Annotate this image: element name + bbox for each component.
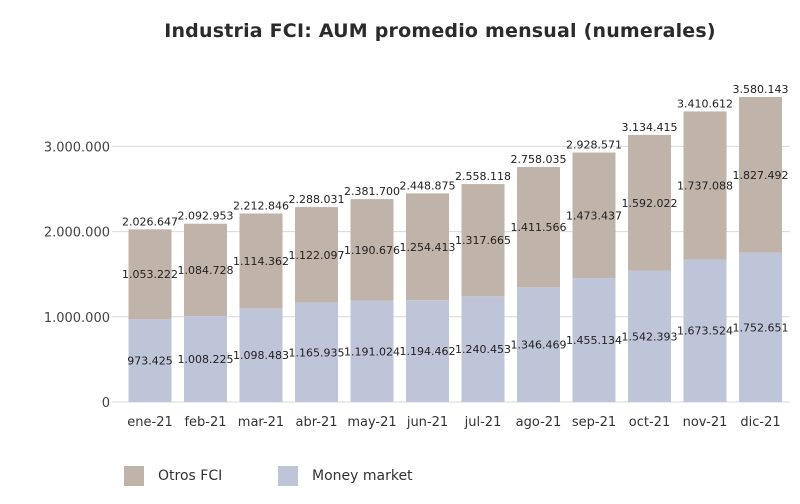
bar-otros-fci — [461, 184, 505, 297]
bar-money-market — [461, 296, 505, 402]
x-tick-label: nov-21 — [683, 415, 728, 430]
chart-title: Industria FCI: AUM promedio mensual (num… — [164, 20, 716, 42]
bar-money-market — [683, 259, 727, 402]
data-label-money-market: 1.752.651 — [733, 321, 789, 334]
data-label-otros-fci: 1.122.097 — [289, 249, 345, 262]
bar-otros-fci — [517, 167, 560, 288]
bar-otros-fci — [350, 199, 394, 301]
data-label-total: 2.758.035 — [511, 153, 567, 166]
y-tick-label: 2.000.000 — [44, 226, 110, 241]
data-label-money-market: 1.240.453 — [455, 343, 511, 356]
data-label-money-market: 1.542.393 — [622, 330, 678, 343]
data-label-otros-fci: 1.190.676 — [344, 244, 400, 257]
data-label-money-market: 973.425 — [127, 355, 173, 368]
data-label-otros-fci: 1.053.222 — [122, 268, 178, 281]
legend-swatch-otros — [124, 466, 144, 486]
x-tick-label: mar-21 — [238, 415, 284, 430]
x-tick-label: abr-21 — [296, 415, 338, 430]
x-tick-label: jul-21 — [464, 415, 502, 430]
bar-money-market — [295, 302, 338, 402]
x-tick-label: feb-21 — [184, 415, 226, 430]
legend-swatch-money-market — [278, 466, 298, 486]
data-label-money-market: 1.673.524 — [677, 325, 733, 338]
bar-money-market — [628, 270, 671, 402]
data-label-money-market: 1.191.024 — [344, 345, 400, 358]
bar-money-market — [739, 252, 782, 402]
bar-money-market — [350, 300, 394, 402]
data-label-otros-fci: 1.084.728 — [178, 264, 234, 277]
data-label-otros-fci: 1.473.437 — [566, 209, 622, 222]
data-label-total: 3.580.143 — [733, 83, 789, 96]
legend-label-otros: Otros FCI — [158, 468, 223, 484]
data-label-total: 2.381.700 — [344, 185, 400, 198]
data-label-otros-fci: 1.114.362 — [233, 255, 289, 268]
bar-otros-fci — [572, 152, 616, 279]
bar-otros-fci — [628, 134, 671, 271]
data-label-total: 3.134.415 — [622, 121, 678, 134]
bar-money-market — [239, 308, 283, 402]
data-label-total: 2.928.571 — [566, 139, 622, 152]
x-tick-label: sep-21 — [572, 415, 616, 430]
bar-otros-fci — [739, 97, 782, 253]
data-label-otros-fci: 1.411.566 — [511, 221, 567, 234]
data-label-total: 2.288.031 — [289, 193, 345, 206]
data-label-money-market: 1.008.225 — [178, 353, 234, 366]
x-tick-label: ago-21 — [516, 415, 562, 430]
bar-money-market — [406, 300, 449, 402]
x-tick-label: may-21 — [347, 415, 396, 430]
data-label-money-market: 1.098.483 — [233, 349, 289, 362]
x-tick-label: dic-21 — [740, 415, 780, 430]
y-tick-label: 0 — [102, 396, 110, 411]
bar-otros-fci — [295, 207, 338, 303]
bar-money-market — [517, 287, 560, 402]
legend-item-money-market: Money market — [278, 466, 413, 486]
x-tick-label: oct-21 — [629, 415, 670, 430]
bar-money-market — [184, 316, 227, 402]
data-label-otros-fci: 1.592.022 — [622, 197, 678, 210]
bar-otros-fci — [239, 213, 283, 309]
data-label-total: 2.026.647 — [122, 215, 178, 228]
x-tick-label: jun-21 — [406, 415, 448, 430]
y-tick-label: 3.000.000 — [44, 140, 110, 155]
x-tick-label: ene-21 — [127, 415, 172, 430]
data-label-otros-fci: 1.254.413 — [400, 241, 456, 254]
data-label-otros-fci: 1.317.665 — [455, 234, 511, 247]
data-label-total: 2.558.118 — [455, 170, 511, 183]
data-label-money-market: 1.455.134 — [566, 334, 622, 347]
data-label-total: 2.212.846 — [233, 199, 289, 212]
y-tick-label: 1.000.000 — [44, 311, 110, 326]
data-label-money-market: 1.346.469 — [511, 339, 567, 352]
data-label-money-market: 1.165.935 — [289, 346, 345, 359]
bar-otros-fci — [184, 223, 227, 317]
bar-otros-fci — [128, 229, 172, 320]
data-label-total: 2.448.875 — [400, 179, 456, 192]
data-label-money-market: 1.194.462 — [400, 345, 456, 358]
bar-otros-fci — [406, 193, 449, 301]
data-label-otros-fci: 1.827.492 — [733, 169, 789, 182]
data-label-total: 2.092.953 — [178, 210, 234, 223]
bar-money-market — [128, 319, 172, 402]
legend-item-otros: Otros FCI — [124, 466, 222, 486]
bar-money-market — [572, 278, 616, 402]
data-label-total: 3.410.612 — [677, 97, 733, 110]
data-label-otros-fci: 1.737.088 — [677, 179, 733, 192]
bar-otros-fci — [683, 111, 727, 260]
legend-label-money-market: Money market — [312, 468, 413, 484]
